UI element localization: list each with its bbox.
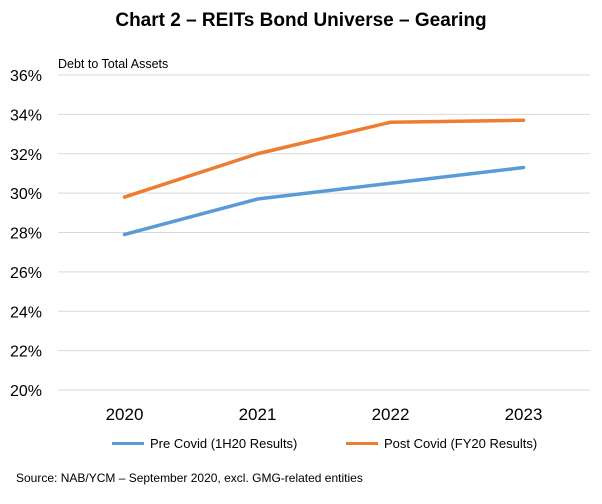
legend-item-post-covid: Post Covid (FY20 Results) [346,436,537,451]
y-tick-label: 32% [10,147,42,164]
legend-item-pre-covid: Pre Covid (1H20 Results) [112,436,297,451]
chart-title: Chart 2 – REITs Bond Universe – Gearing [115,10,487,31]
gridlines [58,74,590,391]
x-tick-label: 2020 [106,405,144,424]
y-tick-label: 30% [10,186,42,203]
y-tick-label: 20% [10,383,42,400]
series-line-post-covid [122,118,526,199]
y-axis-label: Debt to Total Assets [58,57,168,71]
x-tick-labels: 2020 2021 2022 2023 [106,405,543,424]
legend-label-pre-covid: Pre Covid (1H20 Results) [150,436,298,451]
x-tick-label: 2022 [372,405,410,424]
series-line-pre-covid [122,165,526,237]
y-tick-label: 28% [10,226,42,243]
source-note: Source: NAB/YCM – September 2020, excl. … [16,471,363,485]
y-tick-label: 24% [10,304,42,321]
x-tick-label: 2021 [239,405,277,424]
legend-swatch-post-covid [346,442,378,445]
legend-swatch-pre-covid [112,442,144,445]
y-tick-label: 34% [10,107,42,124]
y-tick-label: 22% [10,344,42,361]
series-lines [122,118,526,237]
x-tick-label: 2023 [505,405,543,424]
y-tick-label: 36% [10,68,42,85]
y-tick-label: 26% [10,265,42,282]
y-tick-labels: 20% 22% 24% 26% 28% 30% 32% 34% 36% [10,68,42,400]
legend-label-post-covid: Post Covid (FY20 Results) [384,436,538,451]
